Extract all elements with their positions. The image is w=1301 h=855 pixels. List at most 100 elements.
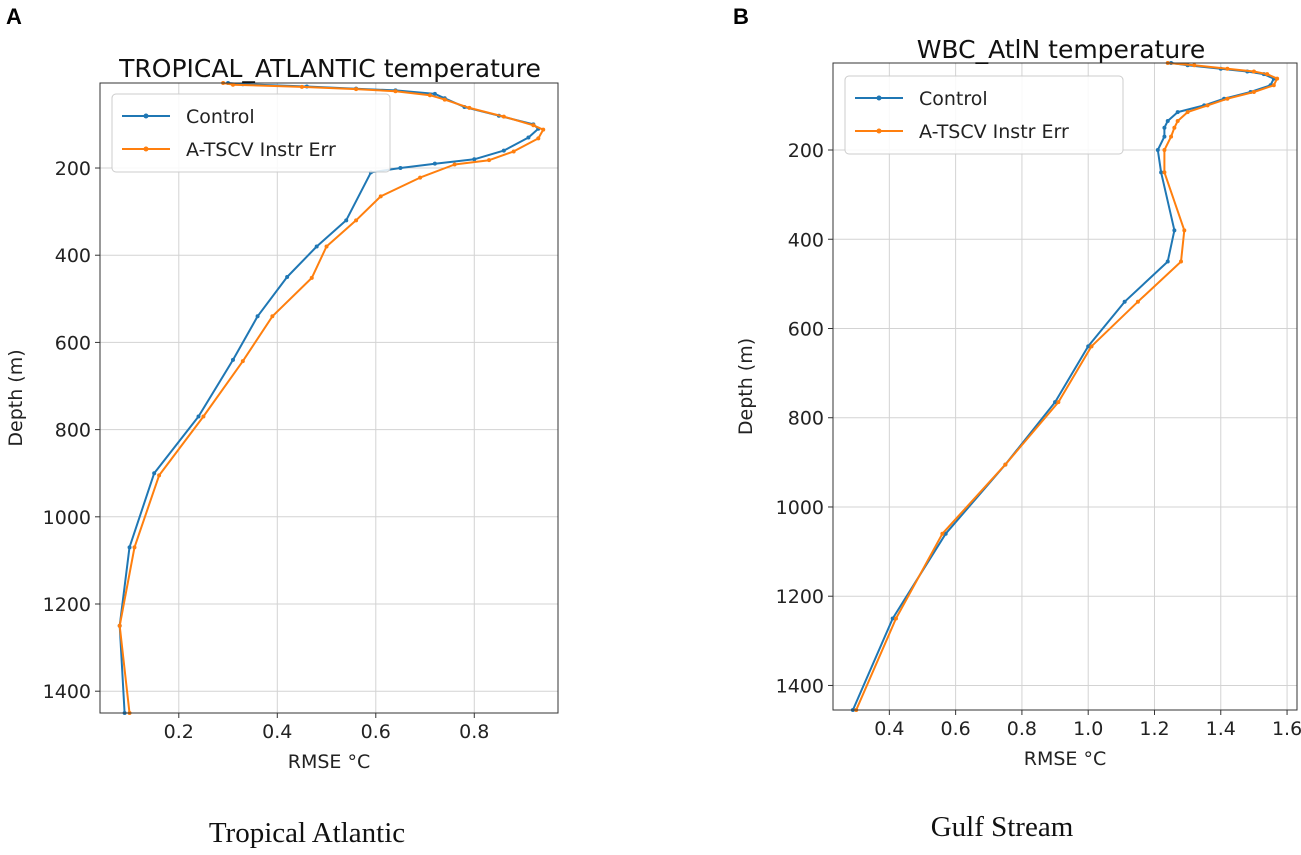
- y-axis-label: Depth (m): [5, 349, 27, 446]
- legend-entry-label: A-TSCV Instr Err: [919, 121, 1069, 143]
- y-axis-label: Depth (m): [735, 338, 757, 435]
- data-point: [255, 314, 260, 319]
- y-tick-label: 800: [788, 408, 824, 430]
- y-tick-label: 200: [55, 158, 91, 180]
- data-point: [1162, 125, 1167, 130]
- data-point: [1003, 462, 1008, 467]
- data-point: [1179, 259, 1183, 264]
- y-tick-label: 1000: [43, 507, 91, 529]
- chart-title: TROPICAL_ATLANTIC temperature: [118, 54, 541, 83]
- legend-swatch-marker: [876, 128, 882, 134]
- data-point: [285, 275, 290, 280]
- x-axis-label: RMSE °C: [1024, 748, 1106, 770]
- caption-gulf-stream: Gulf Stream: [931, 811, 1074, 843]
- data-point: [541, 127, 546, 132]
- data-point: [127, 545, 132, 550]
- data-point: [1175, 119, 1180, 124]
- x-axis-label: RMSE °C: [288, 751, 370, 773]
- legend-entry-label: Control: [919, 88, 988, 110]
- data-point: [467, 105, 472, 110]
- data-point: [890, 616, 895, 621]
- data-point: [309, 275, 314, 280]
- data-point: [1162, 134, 1167, 139]
- data-point: [230, 357, 235, 362]
- x-tick-label: 1.6: [1272, 718, 1301, 740]
- x-tick-label: 1.0: [1073, 718, 1103, 740]
- y-tick-label: 200: [788, 140, 824, 162]
- series-line-a-tscv-instr-err: [855, 62, 1279, 711]
- data-point: [1225, 96, 1230, 101]
- legend-swatch-marker: [143, 146, 149, 152]
- data-point: [472, 157, 477, 162]
- y-tick-label: 1200: [43, 594, 91, 616]
- x-tick-label: 0.8: [1007, 718, 1037, 740]
- data-point: [1185, 110, 1190, 115]
- data-point: [1265, 72, 1270, 77]
- data-point: [1192, 63, 1197, 68]
- data-point: [452, 162, 457, 167]
- data-point: [354, 218, 359, 223]
- x-tick-label: 1.2: [1139, 718, 1169, 740]
- data-point: [442, 97, 447, 102]
- legend-box: [844, 75, 1124, 155]
- data-point: [536, 136, 541, 141]
- y-tick-label: 600: [788, 318, 824, 340]
- legend-swatch-marker: [143, 113, 149, 119]
- x-tick-label: 0.6: [941, 718, 971, 740]
- legend-swatch-marker: [876, 95, 882, 101]
- y-tick-label: 800: [55, 420, 91, 442]
- data-point: [1135, 299, 1140, 304]
- data-point: [1162, 170, 1167, 175]
- data-point: [1165, 119, 1170, 124]
- data-point: [501, 148, 506, 153]
- y-tick-label: 400: [788, 229, 824, 251]
- data-point: [1225, 66, 1230, 71]
- caption-tropical-atlantic: Tropical Atlantic: [209, 817, 405, 849]
- x-tick-label: 0.2: [164, 721, 194, 743]
- series-line-control: [851, 62, 1275, 711]
- data-point: [270, 314, 275, 319]
- data-point: [1053, 400, 1058, 405]
- data-point: [1175, 110, 1180, 115]
- panel-label-a: A: [6, 4, 22, 29]
- data-point: [511, 149, 516, 154]
- data-point: [1251, 69, 1256, 74]
- x-tick-label: 0.4: [262, 721, 292, 743]
- data-point: [117, 623, 122, 628]
- data-point: [1271, 83, 1276, 88]
- data-point: [487, 158, 492, 163]
- data-point: [1122, 299, 1127, 304]
- data-point: [1086, 344, 1091, 349]
- data-point: [1056, 400, 1061, 405]
- data-point: [1172, 125, 1177, 130]
- data-point: [314, 244, 319, 249]
- legend-entry-label: A-TSCV Instr Err: [186, 139, 336, 161]
- x-tick-label: 0.6: [361, 721, 391, 743]
- series-line-a-tscv-instr-err: [118, 82, 545, 714]
- data-point: [1172, 228, 1177, 233]
- data-point: [196, 414, 201, 419]
- data-point: [398, 166, 403, 171]
- data-point: [1205, 103, 1210, 108]
- data-point: [1275, 76, 1280, 81]
- data-point: [1162, 148, 1167, 153]
- data-point: [893, 616, 898, 621]
- data-point: [1165, 259, 1170, 264]
- chart-tropical-atlantic: 0.2 0.4 0.6 0.8 200 400 600 800 1000 1200 1400 Cont…: [5, 54, 559, 773]
- y-tick-label: 1200: [776, 586, 824, 608]
- data-point: [152, 471, 157, 476]
- data-point: [1251, 90, 1256, 95]
- legend-entry-label: Control: [186, 106, 255, 128]
- plot-frame: [832, 62, 1298, 711]
- data-point: [393, 89, 398, 94]
- data-point: [344, 218, 349, 223]
- x-tick-label: 1.4: [1206, 718, 1236, 740]
- data-point: [432, 91, 437, 96]
- data-point: [299, 84, 304, 89]
- chart-title: WBC_AtlN temperature: [917, 35, 1206, 64]
- data-point: [943, 531, 948, 536]
- panel-label-b: B: [733, 4, 749, 29]
- data-point: [531, 123, 536, 128]
- y-tick-label: 600: [55, 332, 91, 354]
